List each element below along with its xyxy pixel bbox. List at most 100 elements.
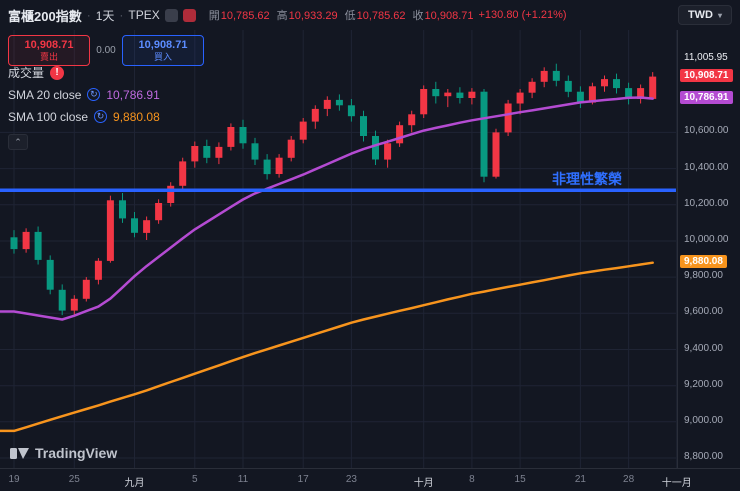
sma100-line bbox=[0, 261, 654, 433]
sell-label: 賣出 bbox=[39, 52, 58, 62]
time-tick: 28 bbox=[623, 474, 635, 485]
candle-body bbox=[94, 260, 102, 280]
change-readout: +130.80 (+1.21%) bbox=[478, 9, 567, 21]
candle-body bbox=[82, 279, 90, 299]
sell-price: 10,908.71 bbox=[24, 39, 74, 51]
price-tick: 10,200.00 bbox=[684, 197, 729, 209]
candle-body bbox=[46, 259, 54, 290]
candle-body bbox=[275, 157, 283, 174]
sma20-line bbox=[0, 96, 654, 321]
candle-body bbox=[408, 114, 416, 126]
buy-button[interactable]: 10,908.71 買入 bbox=[122, 35, 204, 66]
candle-body bbox=[564, 80, 572, 92]
chevron-up-icon: ⌃ bbox=[14, 136, 22, 147]
price-tick: 9,400.00 bbox=[684, 342, 723, 354]
candle-body bbox=[263, 159, 271, 175]
candle-body bbox=[480, 91, 488, 177]
candle-body bbox=[143, 220, 151, 233]
candle-body bbox=[613, 79, 620, 89]
refresh-icon[interactable]: ↻ bbox=[94, 110, 108, 123]
open-readout: 開10,785.62 bbox=[208, 10, 270, 22]
candle-body bbox=[58, 289, 66, 311]
candle-body bbox=[22, 231, 30, 250]
low-readout: 低10,785.62 bbox=[344, 10, 406, 22]
refresh-icon[interactable]: ↻ bbox=[87, 88, 101, 101]
price-tick: 10,600.00 bbox=[684, 125, 729, 137]
sma100-value: 9,880.08 bbox=[113, 109, 160, 124]
time-tick: 15 bbox=[514, 474, 526, 485]
sell-button[interactable]: 10,908.71 賣出 bbox=[8, 35, 90, 66]
candle-body bbox=[167, 185, 175, 203]
spread-value: 0.00 bbox=[96, 45, 116, 56]
candle-body bbox=[396, 125, 404, 144]
buy-price: 10,908.71 bbox=[138, 39, 188, 51]
candle-body bbox=[70, 298, 78, 311]
candle-body bbox=[637, 88, 645, 99]
volume-legend-row[interactable]: 成交量 ! bbox=[8, 64, 160, 81]
candle-body bbox=[287, 139, 295, 158]
price-tick: 9,200.00 bbox=[684, 378, 723, 390]
collapse-legend-button[interactable]: ⌃ bbox=[8, 134, 28, 150]
symbol-title[interactable]: 富櫃200指數 bbox=[8, 8, 82, 24]
candle-body bbox=[504, 103, 512, 133]
interval-label[interactable]: 1天 bbox=[95, 8, 115, 23]
candle-body bbox=[372, 136, 379, 160]
buy-label: 買入 bbox=[153, 52, 172, 62]
price-tick: 9,800.00 bbox=[684, 270, 723, 282]
candle-body bbox=[601, 79, 608, 87]
candle-body bbox=[360, 116, 367, 136]
chevron-down-icon: ▾ bbox=[717, 10, 722, 20]
time-tick: 十月 bbox=[413, 478, 434, 489]
time-tick: 21 bbox=[574, 474, 586, 485]
tradingview-logo-icon bbox=[10, 447, 29, 459]
candle-body bbox=[649, 76, 657, 99]
candle-body bbox=[576, 91, 584, 103]
time-tick: 17 bbox=[297, 474, 309, 485]
sma20-badge: 10,786.91 bbox=[680, 90, 733, 104]
candle-body bbox=[155, 203, 163, 221]
candle-body bbox=[588, 86, 596, 103]
candle-body bbox=[625, 88, 633, 99]
sma100-legend-row[interactable]: SMA 100 close ↻ 9,880.08 bbox=[8, 108, 160, 125]
candle-body bbox=[119, 200, 126, 219]
candle-body bbox=[215, 146, 223, 158]
candle-body bbox=[456, 92, 464, 98]
time-axis[interactable]: 19 25 九月 5 11 17 23 十月 8 15 21 28 十一月 bbox=[0, 468, 740, 491]
time-tick: 11 bbox=[237, 474, 249, 485]
separator-dot: · bbox=[119, 8, 124, 22]
candle-body bbox=[34, 231, 42, 260]
price-tick: 10,000.00 bbox=[684, 234, 729, 245]
candle-body bbox=[131, 218, 138, 233]
sma20-legend-row[interactable]: SMA 20 close ↻ 10,786.91 bbox=[8, 86, 160, 103]
time-tick: 23 bbox=[345, 474, 357, 485]
candle-body bbox=[552, 70, 560, 81]
price-axis[interactable]: 11,005.95 10,600.00 10,400.00 10,200.00 10,0… bbox=[677, 30, 740, 468]
sma100-badge: 9,880.08 bbox=[680, 254, 727, 268]
candle-body bbox=[468, 91, 476, 98]
time-tick: 九月 bbox=[124, 478, 145, 489]
trade-widget: 10,908.71 賣出 0.00 10,908.71 買入 bbox=[8, 35, 204, 66]
candle-body bbox=[432, 89, 440, 97]
candle-body bbox=[106, 200, 114, 261]
sma20-name: SMA 20 close bbox=[8, 87, 82, 102]
sma100-name: SMA 100 close bbox=[8, 109, 89, 124]
tradingview-logo[interactable]: TradingView bbox=[10, 445, 117, 461]
ohlc-readout: 開10,785.62 高10,933.29 低10,785.62 收10,908… bbox=[209, 7, 474, 23]
currency-selector[interactable]: TWD ▾ bbox=[677, 5, 732, 25]
candle-body bbox=[444, 92, 452, 97]
last-price-badge: 10,908.71 bbox=[680, 68, 733, 82]
candle-body bbox=[492, 132, 500, 177]
market-status-icon[interactable] bbox=[182, 8, 196, 22]
time-tick: 25 bbox=[68, 474, 80, 485]
annotation-label[interactable]: 非理性繁榮 bbox=[552, 171, 622, 188]
error-icon[interactable]: ! bbox=[50, 65, 65, 80]
time-tick: 十一月 bbox=[661, 478, 692, 489]
currency-value: TWD bbox=[687, 9, 713, 21]
high-price-label: 11,005.95 bbox=[684, 52, 728, 63]
candle-body bbox=[528, 81, 536, 93]
time-tick: 8 bbox=[469, 474, 475, 485]
more-options-icon[interactable] bbox=[164, 8, 178, 22]
candle-body bbox=[299, 121, 307, 140]
